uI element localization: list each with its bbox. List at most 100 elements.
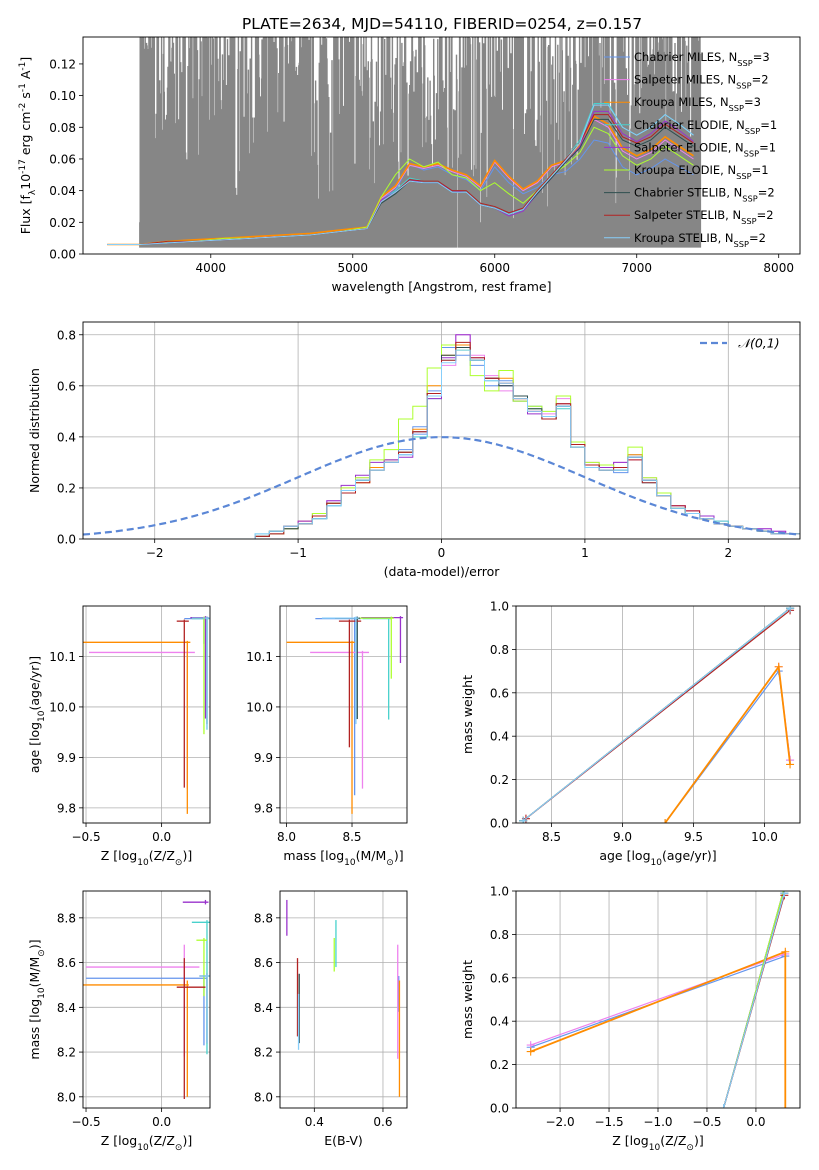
y-tick-label: 0.10 bbox=[49, 89, 76, 103]
y-tick-label: 8.8 bbox=[57, 911, 76, 925]
y-tick-label: 0.0 bbox=[490, 817, 509, 831]
y-tick-label: 8.6 bbox=[57, 956, 76, 970]
x-tick-label: −0.5 bbox=[692, 1115, 721, 1129]
y-tick-label: 0.0 bbox=[57, 533, 76, 547]
histogram-3 bbox=[212, 344, 800, 539]
x-tick-label: 0 bbox=[438, 546, 446, 560]
y-tick-label: 10.0 bbox=[246, 700, 273, 714]
panel-spectrum: 4000 5000 6000 7000 8000 0.00 0.02 0.04 0.06 0.08… bbox=[18, 36, 801, 294]
panel-age_vs_mass: 8.0 8.5 9.8 9.9 10.0 10.1 mass [log10(M/M⊙)] bbox=[246, 605, 408, 868]
axes-frame bbox=[515, 890, 801, 1109]
x-axis-label: Z [log10(Z/Z⊙)] bbox=[101, 1133, 192, 1153]
panel-age_vs_Z: −0.5 0.0 9.8 9.9 10.0 10.1 Z [log10(Z/Z⊙)] age … bbox=[27, 605, 211, 868]
y-tick-label: 0.2 bbox=[490, 1058, 509, 1072]
y-tick-label: 1.0 bbox=[490, 600, 509, 614]
y-tick-label: 0.2 bbox=[57, 481, 76, 495]
x-tick-label: 8.5 bbox=[342, 830, 361, 844]
y-tick-label: 0.6 bbox=[490, 971, 509, 985]
weight-line-3 bbox=[664, 664, 791, 823]
histogram-7 bbox=[212, 347, 800, 539]
y-tick-label: 8.2 bbox=[254, 1046, 273, 1060]
legend-label-6: Kroupa ELODIE, NSSP=1 bbox=[634, 163, 769, 181]
x-axis-label: wavelength [Angstrom, rest frame] bbox=[331, 279, 551, 294]
normal-reference-curve bbox=[83, 436, 800, 536]
y-axis-label: Flux [fλ10-17 erg cm-2 s-1 A-1] bbox=[18, 57, 38, 235]
x-axis-label: Z [log10(Z/Z⊙)] bbox=[612, 1133, 703, 1153]
panel-residuals: −2 −1 0 1 2 0.0 0.2 0.4 0.6 0.8 (data-model)/error… bbox=[27, 321, 801, 579]
y-tick-label: 0.4 bbox=[490, 1015, 509, 1029]
y-tick-label: 8.4 bbox=[254, 1001, 273, 1015]
x-tick-label: 2 bbox=[724, 546, 732, 560]
legend-label-3: Kroupa MILES, NSSP=3 bbox=[634, 95, 761, 113]
plot-area bbox=[107, 37, 702, 248]
y-axis-label: mass weight bbox=[460, 960, 475, 1039]
weight-marker-9 bbox=[786, 606, 795, 613]
model-line-9 bbox=[107, 104, 694, 245]
weight-marker-3 bbox=[526, 1047, 535, 1056]
y-tick-label: 8.2 bbox=[57, 1046, 76, 1060]
y-tick-label: 0.8 bbox=[57, 328, 76, 342]
y-tick-label: 0.4 bbox=[57, 430, 76, 444]
y-tick-label: 8.4 bbox=[57, 1001, 76, 1015]
weight-marker-3 bbox=[781, 1104, 790, 1108]
legend-label-4: Chabrier ELODIE, NSSP=1 bbox=[634, 118, 777, 136]
legend-label-8: Salpeter STELIB, NSSP=2 bbox=[634, 208, 774, 226]
x-axis-label: E(B-V) bbox=[324, 1133, 363, 1148]
data-error-band bbox=[139, 37, 702, 248]
y-tick-label: 0.6 bbox=[490, 686, 509, 700]
x-tick-label: 0.6 bbox=[373, 1115, 392, 1129]
x-tick-label: 9.0 bbox=[613, 830, 632, 844]
x-tick-label: −0.5 bbox=[71, 1115, 100, 1129]
plot-area bbox=[83, 891, 210, 1108]
panel-mass_vs_Z: −0.5 0.0 8.0 8.2 8.4 8.6 8.8 Z [log10(Z/Z⊙)] mas… bbox=[27, 890, 211, 1153]
x-tick-label: 5000 bbox=[337, 261, 368, 275]
x-tick-label: −1 bbox=[289, 546, 307, 560]
y-tick-label: 0.06 bbox=[49, 152, 76, 166]
weight-line-9 bbox=[522, 607, 791, 822]
weight-marker-9 bbox=[780, 891, 789, 898]
y-tick-label: 9.9 bbox=[254, 751, 273, 765]
x-tick-label: 0.0 bbox=[746, 1115, 765, 1129]
y-axis-label: mass weight bbox=[460, 675, 475, 754]
axes-frame bbox=[279, 890, 408, 1109]
y-tick-label: 0.8 bbox=[490, 643, 509, 657]
x-tick-label: 8.0 bbox=[277, 830, 296, 844]
weight-marker-9 bbox=[719, 1104, 728, 1108]
y-tick-label: 0.4 bbox=[490, 730, 509, 744]
legend-label-1: Chabrier MILES, NSSP=3 bbox=[634, 50, 770, 68]
legend-label-normal: 𝒩(0,1) bbox=[738, 336, 780, 351]
plot-area bbox=[280, 606, 407, 823]
x-tick-label: −1.5 bbox=[594, 1115, 623, 1129]
y-tick-label: 0.12 bbox=[49, 57, 76, 71]
histogram-6 bbox=[212, 344, 800, 539]
y-tick-label: 8.0 bbox=[57, 1090, 76, 1104]
weight-marker-3 bbox=[661, 819, 670, 823]
x-tick-label: 0.4 bbox=[305, 1115, 324, 1129]
model-line-3 bbox=[107, 115, 694, 246]
histogram-9 bbox=[212, 349, 800, 539]
x-tick-label: −0.5 bbox=[71, 830, 100, 844]
x-axis-label: mass [log10(M/M⊙)] bbox=[283, 848, 403, 868]
axes-frame bbox=[82, 890, 211, 1109]
y-tick-label: 1.0 bbox=[490, 885, 509, 899]
axes-frame bbox=[515, 605, 801, 824]
x-axis-label: age [log10(age/yr)] bbox=[599, 848, 716, 868]
y-tick-label: 8.0 bbox=[254, 1090, 273, 1104]
x-tick-label: −2 bbox=[146, 546, 164, 560]
y-tick-label: 10.0 bbox=[49, 700, 76, 714]
weight-line-9 bbox=[723, 893, 785, 1108]
x-tick-label: −1.0 bbox=[643, 1115, 672, 1129]
y-tick-label: 8.8 bbox=[254, 911, 273, 925]
y-tick-label: 0.02 bbox=[49, 216, 76, 230]
legend-label-9: Kroupa STELIB, NSSP=2 bbox=[634, 231, 766, 249]
y-tick-label: 0.6 bbox=[57, 379, 76, 393]
x-tick-label: 9.5 bbox=[684, 830, 703, 844]
histogram-8 bbox=[212, 341, 800, 539]
x-tick-label: 8000 bbox=[763, 261, 794, 275]
x-tick-label: 1 bbox=[581, 546, 589, 560]
weight-marker-3 bbox=[774, 662, 783, 671]
legend-label-2: Salpeter MILES, NSSP=2 bbox=[634, 73, 769, 91]
x-axis-label: Z [log10(Z/Z⊙)] bbox=[101, 848, 192, 868]
x-tick-label: 6000 bbox=[479, 261, 510, 275]
